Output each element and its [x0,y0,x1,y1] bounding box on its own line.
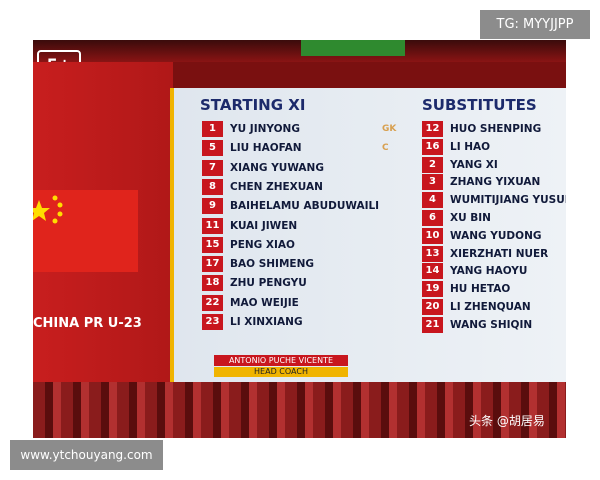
crowd [33,382,566,438]
watermark: TG: MYYJJPP [480,10,590,39]
player-number: 20 [422,299,443,315]
player-name: YU JINYONG [230,123,300,135]
coach-name: ANTONIO PUCHE VICENTE [214,355,348,366]
starting-title: STARTING XI [200,96,306,114]
team-name: CHINA PR U-23 [33,316,142,331]
player-number: 15 [202,236,223,253]
player-name: PENG XIAO [230,238,295,251]
player-name: BAO SHIMENG [230,258,314,271]
player-name: MAO WEIJIE [230,296,299,309]
player-name: LI HAO [450,140,491,153]
player-name: KUAI JIWEN [230,219,298,232]
player-number: 11 [202,217,223,234]
player-role: C [382,143,389,154]
player-name: WANG YUDONG [450,229,542,242]
player-number: 3 [422,174,443,191]
player-name: YANG HAOYU [450,265,528,278]
player-name: XIANG YUWANG [230,161,324,174]
player-name: LI ZHENQUAN [450,301,531,313]
lineup-panel: STARTING XI SUBSTITUTES 1 YU JINYONG GK 5 LI… [170,88,566,384]
player-number: 7 [202,159,223,176]
player-name: YANG XI [450,158,498,171]
player-number: 13 [422,245,443,262]
player-name: LIU HAOFAN [230,142,302,155]
site-watermark: www.ytchouyang.com [10,440,163,470]
player-number: 9 [202,198,223,215]
player-number: 12 [422,121,443,137]
player-number: 19 [422,281,443,298]
player-number: 16 [422,138,443,155]
player-number: 23 [202,314,223,330]
player-number: 10 [422,227,443,244]
player-name: ZHU PENGYU [230,277,307,290]
player-number: 4 [422,192,443,209]
player-number: 17 [202,256,223,273]
player-name: BAIHELAMU ABUDUWAILI [230,200,380,213]
subs-title: SUBSTITUTES [422,96,537,114]
flag-stars [33,195,63,224]
player-name: WUMITIJIANG YUSUPU [450,194,566,207]
tv-screen: 5+ 赛事 CHINA PR U-23 STARTING XI SUBSTITU… [33,40,566,438]
pitch-screen [301,40,405,56]
player-number: 8 [202,178,223,195]
flag [33,190,138,272]
player-name: LI XINXIANG [230,316,303,328]
player-number: 14 [422,263,443,280]
player-number: 2 [422,156,443,173]
player-number: 6 [422,210,443,226]
player-number: 5 [202,140,223,157]
player-name: CHEN ZHEXUAN [230,180,323,193]
player-name: WANG SHIQIN [450,318,533,331]
coach-role: HEAD COACH [214,367,348,377]
player-number: 1 [202,121,223,137]
player-name: HU HETAO [450,283,511,296]
player-number: 22 [202,294,223,311]
top-bar [33,40,566,62]
player-number: 21 [422,316,443,333]
player-name: XU BIN [450,212,491,224]
player-name: ZHANG YIXUAN [450,176,541,189]
player-name: HUO SHENPING [450,123,542,135]
player-number: 18 [202,275,223,292]
player-name: XIERZHATI NUER [450,247,549,260]
credit: 头条 @胡居易 [469,414,545,428]
player-role: GK [382,124,397,134]
